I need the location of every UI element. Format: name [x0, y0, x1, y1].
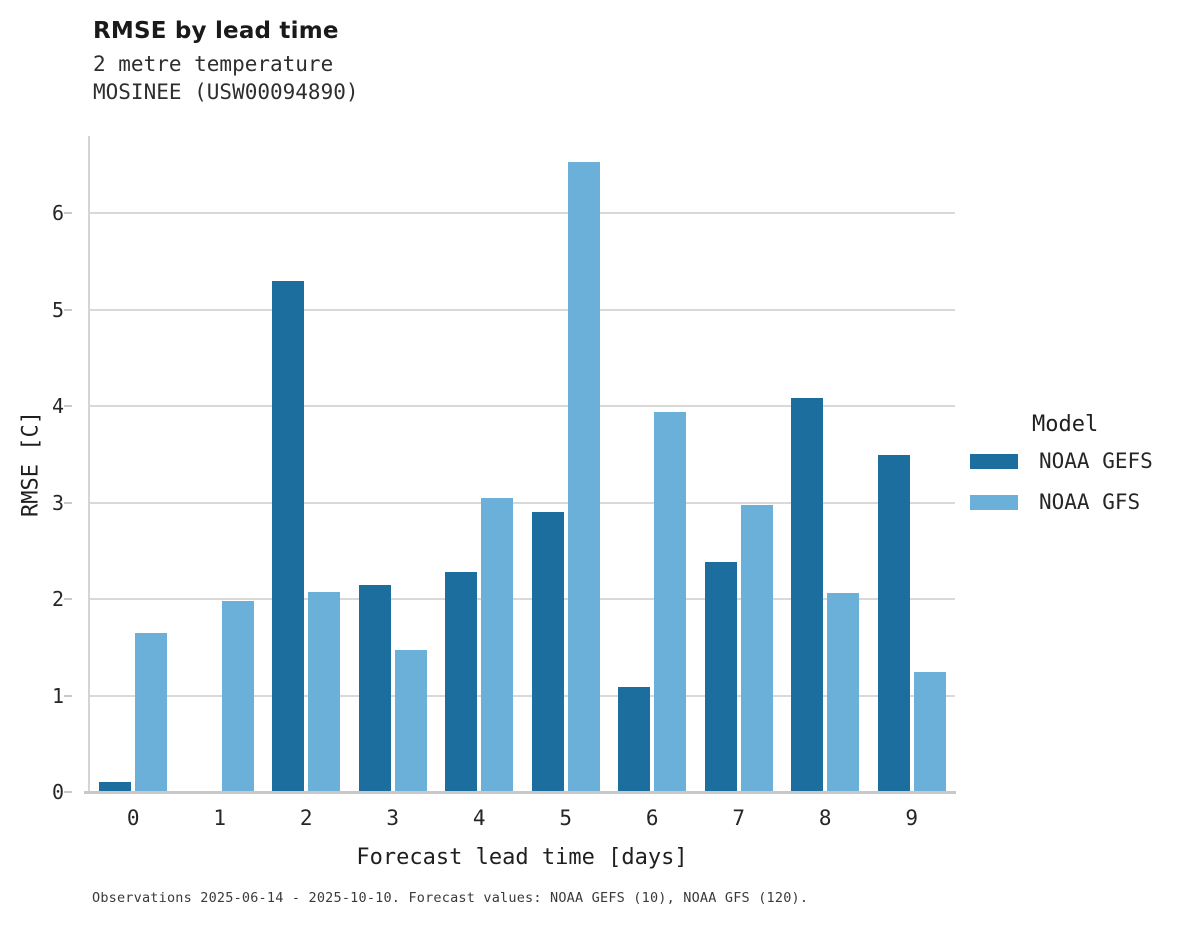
bar-noaa-gefs-day-9 — [877, 455, 910, 792]
y-tick-labels: 0 1 2 3 4 5 6 — [0, 136, 80, 804]
subtitle-line-variable: 2 metre temperature — [93, 52, 334, 76]
bar-noaa-gefs-day-3 — [358, 584, 391, 792]
x-tick-label-3: 3 — [386, 806, 400, 830]
x-tick-label-2: 2 — [299, 806, 313, 830]
legend-label-gfs: NOAA GFS — [1039, 490, 1141, 514]
y-tick-label-6: 6 — [51, 201, 64, 226]
x-tick-label-5: 5 — [559, 806, 573, 830]
caption-note: Observations 2025-06-14 - 2025-10-10. Fo… — [92, 890, 809, 906]
x-tick-label-1: 1 — [213, 806, 227, 830]
legend-entry-gfs: NOAA GFS — [970, 490, 1153, 514]
gridline-y-4 — [90, 405, 955, 408]
bar-noaa-gfs-day-3 — [394, 650, 427, 792]
x-tick-label-7: 7 — [732, 806, 746, 830]
y-tick-mark-4 — [64, 405, 72, 408]
y-tick-mark-1 — [64, 694, 72, 697]
bar-noaa-gfs-day-8 — [827, 593, 860, 792]
gridline-y-5 — [90, 308, 955, 311]
bar-noaa-gfs-day-6 — [654, 411, 687, 792]
legend-entry-gefs: NOAA GEFS — [970, 449, 1153, 473]
gefs-swatch-icon — [970, 453, 1018, 469]
chart-header: RMSE by lead time 2 metre temperature MO… — [93, 18, 359, 106]
y-tick-label-3: 3 — [51, 490, 64, 515]
legend-label-gefs: NOAA GEFS — [1039, 449, 1153, 473]
y-tick-label-2: 2 — [51, 587, 64, 612]
x-tick-label-4: 4 — [472, 806, 486, 830]
bar-noaa-gfs-day-9 — [913, 672, 946, 792]
y-tick-mark-0 — [64, 791, 72, 793]
y-tick-label-5: 5 — [51, 297, 64, 322]
chart-title: RMSE by lead time — [93, 18, 339, 44]
bar-noaa-gfs-day-7 — [740, 504, 773, 792]
bar-noaa-gefs-day-7 — [704, 562, 737, 792]
y-tick-label-0: 0 — [51, 780, 64, 804]
bar-noaa-gfs-day-1 — [221, 601, 254, 792]
bar-noaa-gefs-day-0 — [99, 782, 132, 792]
bar-noaa-gfs-day-2 — [308, 592, 341, 792]
x-axis-baseline — [84, 791, 956, 794]
x-axis-title: Forecast lead time [days] — [356, 845, 688, 870]
x-tick-labels: 0 1 2 3 4 5 6 7 8 9 — [90, 806, 955, 836]
x-tick-label-0: 0 — [126, 806, 140, 830]
y-tick-label-4: 4 — [51, 394, 64, 419]
gridline-y-6 — [90, 212, 955, 215]
y-tick-mark-5 — [64, 308, 72, 311]
y-tick-mark-2 — [64, 598, 72, 601]
bar-noaa-gefs-day-8 — [791, 398, 824, 792]
bar-noaa-gfs-day-5 — [567, 162, 600, 792]
gfs-swatch-icon — [970, 494, 1018, 510]
bar-noaa-gefs-day-4 — [445, 572, 478, 792]
bar-noaa-gfs-day-4 — [481, 497, 514, 792]
y-axis-line — [88, 136, 90, 793]
y-tick-mark-3 — [64, 501, 72, 504]
x-tick-label-9: 9 — [905, 806, 919, 830]
bar-noaa-gefs-day-2 — [272, 280, 305, 792]
gridline-y-3 — [90, 501, 955, 504]
x-tick-label-6: 6 — [645, 806, 659, 830]
bar-noaa-gefs-day-5 — [531, 512, 564, 792]
y-tick-mark-6 — [64, 212, 72, 215]
bar-noaa-gefs-day-6 — [618, 686, 651, 792]
legend: Model NOAA GEFS NOAA GFS — [970, 412, 1153, 531]
gridline-y-2 — [90, 598, 955, 601]
bar-noaa-gfs-day-0 — [135, 632, 168, 792]
chart-subtitle: 2 metre temperature MOSINEE (USW00094890… — [93, 50, 359, 106]
gridline-y-1 — [90, 694, 955, 697]
x-tick-label-8: 8 — [818, 806, 832, 830]
plot-area — [90, 136, 955, 792]
legend-title: Model — [1032, 412, 1099, 437]
subtitle-line-station: MOSINEE (USW00094890) — [93, 80, 359, 104]
y-tick-label-1: 1 — [51, 683, 64, 708]
